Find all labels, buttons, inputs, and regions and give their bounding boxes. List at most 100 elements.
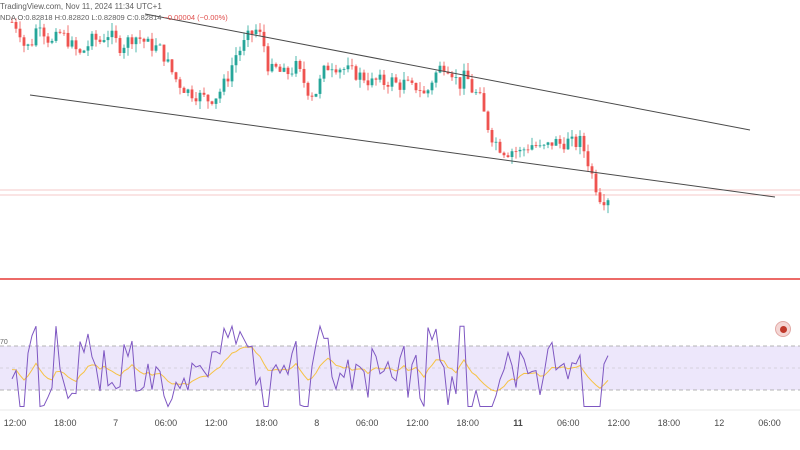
x-tick-label: 12:00 [607, 418, 630, 428]
candle-body [30, 44, 34, 46]
candle-body [330, 69, 334, 71]
candle-body [346, 65, 350, 70]
candle-body [238, 50, 242, 56]
candle-body [74, 40, 78, 50]
candle-body [382, 74, 386, 86]
candle-body [438, 65, 442, 73]
x-tick-label: 18:00 [255, 418, 278, 428]
ohlc-low: L:0.82809 [91, 13, 125, 22]
candle-body [110, 30, 114, 38]
x-tick-label: 12 [714, 418, 724, 428]
channel-lower-line [29, 94, 776, 198]
candle-body [190, 89, 194, 99]
candle-body [162, 44, 166, 62]
candle-body [402, 79, 406, 90]
candle-body [606, 200, 610, 206]
candle-body [546, 142, 550, 145]
x-tick-label: 06:00 [758, 418, 781, 428]
candle-body [122, 47, 126, 54]
candle-body [126, 37, 130, 48]
ohlc-open: O:0.82818 [17, 13, 53, 22]
candle-body [274, 63, 278, 67]
candle-body [86, 46, 90, 51]
candle-body [58, 31, 62, 33]
candle-body [14, 22, 18, 29]
candle-body [494, 141, 498, 143]
candle-body [98, 39, 102, 42]
alert-icon[interactable] [775, 321, 791, 337]
candle-body [482, 93, 486, 112]
candle-body [562, 143, 566, 150]
candle-body [370, 78, 374, 86]
candle-body [78, 49, 82, 53]
support-lines [0, 189, 800, 280]
candle-body [486, 111, 490, 131]
candle-body [414, 82, 418, 91]
candle-body [502, 152, 506, 156]
candle-body [442, 65, 446, 72]
candle-body [398, 82, 402, 90]
x-tick-label: 12:00 [406, 418, 429, 428]
candle-body [450, 73, 454, 78]
candle-body [510, 151, 514, 158]
candle-body [350, 65, 354, 67]
candle-body [342, 69, 346, 71]
candle-body [550, 142, 554, 146]
candle-body [182, 87, 186, 93]
candle-body [466, 70, 470, 80]
candle-body [114, 30, 118, 39]
candle-body [198, 92, 202, 102]
candle-body [206, 94, 210, 102]
candle-body [406, 79, 410, 81]
candle-body [250, 30, 254, 35]
candle-body [434, 72, 438, 83]
x-axis: 12:00 18:00 7 06:00 12:00 18:00 8 06:00 12:00 18:… [0, 409, 800, 428]
candle-body [270, 63, 274, 72]
candle-body [90, 33, 94, 47]
candle-body [54, 31, 58, 41]
candle-body [202, 92, 206, 95]
candle-body [490, 130, 494, 143]
candle-body [582, 135, 586, 152]
candle-body [354, 66, 358, 80]
candle-body [150, 38, 154, 51]
x-tick-label: 8 [314, 418, 319, 428]
candle-body [210, 101, 214, 104]
x-tick-label: 06:00 [356, 418, 379, 428]
candle-body [514, 151, 518, 153]
candle-body [246, 30, 250, 41]
candle-body [154, 45, 158, 51]
candle-body [50, 40, 54, 43]
candle-body [222, 78, 226, 92]
candle-body [18, 28, 22, 38]
candle-body [526, 149, 530, 151]
candle-body [306, 82, 310, 96]
candle-body [602, 202, 606, 206]
candle-body [334, 69, 338, 73]
candle-body [178, 79, 182, 88]
candle-body [422, 90, 426, 94]
candle-body [470, 79, 474, 93]
channel-upper-line [144, 13, 751, 131]
candle-body [594, 173, 598, 193]
candle-body [254, 29, 258, 35]
candle-body [94, 33, 98, 40]
candle-body [102, 40, 106, 42]
candle-body [410, 80, 414, 83]
candle-body [534, 145, 538, 147]
candle-body [538, 145, 542, 147]
candle-body [478, 92, 482, 94]
candle-body [374, 78, 378, 80]
candle-body [338, 69, 342, 73]
candle-body [430, 82, 434, 91]
candle-body [518, 149, 522, 152]
candle-body [194, 98, 198, 102]
x-tick-label: 11 [513, 418, 523, 428]
candle-body [426, 90, 430, 94]
candle-body [586, 151, 590, 167]
candle-body [302, 68, 306, 83]
x-tick-label: 12:00 [4, 418, 27, 428]
candle-body [310, 95, 314, 97]
candle-body [46, 36, 50, 43]
candle-body [318, 78, 322, 94]
